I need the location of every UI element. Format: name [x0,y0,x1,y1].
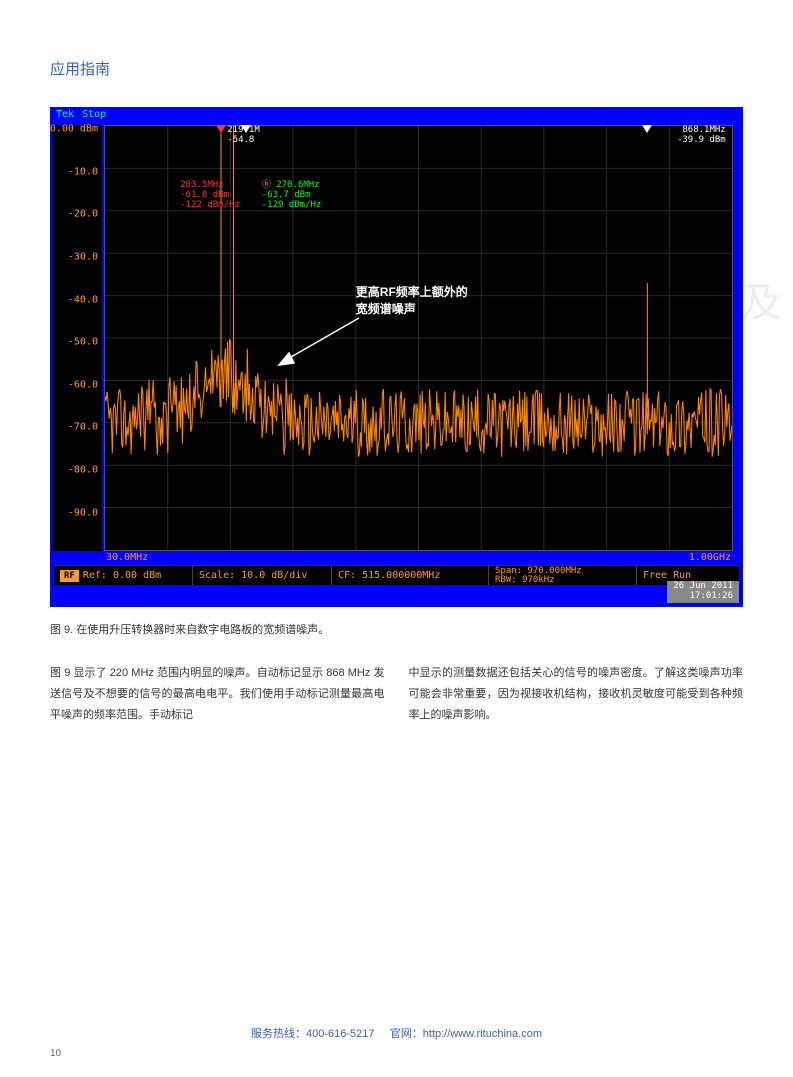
hotline-number: 400-616-5217 [306,1028,375,1040]
tek-label: Tek [56,109,74,120]
body-text: 图 9 显示了 220 MHz 范围内明显的噪声。自动标记显示 868 MHz … [50,663,743,726]
y-tick-7: -70.0 [68,422,98,433]
annotation-arrow [274,313,364,373]
page-header-title: 应用指南 [50,58,743,79]
scope-topbar: Tek Stop [52,109,741,125]
body-col-1: 图 9 显示了 220 MHz 范围内明显的噪声。自动标记显示 868 MHz … [50,663,385,726]
info-scale: Scale: 10.0 dB/div [193,566,332,585]
page-footer: 服务热线：400-616-5217 官网：http://www.rituchin… [0,1025,793,1041]
scope-timestamp: 26 Jun 201117:01:26 [667,581,739,603]
marker-r-triangle [216,125,226,133]
info-cf: CF: 515.000000MHz [332,566,489,585]
hotline-label: 服务热线： [251,1028,306,1040]
marker-right-text: 868.1MHz-39.9 dBm [677,126,726,146]
figure-caption: 图 9. 在使用升压转换器时来自数字电路板的宽频谱噪声。 [50,621,743,637]
marker-a-text: 203.5MHz -61.8 dBm -122 dBm/Hz [180,181,240,211]
y-tick-3: -30.0 [68,252,98,263]
watermark: 及 [741,270,781,328]
oscilloscope-screenshot: Tek Stop 0.00 dBm -10.0 -20.0 -30.0 -40.… [50,107,743,607]
stop-label: Stop [82,109,106,120]
y-tick-6: -60.0 [68,379,98,390]
info-ref: RF Ref: 0.00 dBm [54,566,193,585]
y-tick-4: -40.0 [68,294,98,305]
y-axis: 0.00 dBm -10.0 -20.0 -30.0 -40.0 -50.0 -… [52,125,102,551]
annotation-text: 更高RF频率上额外的 宽频谱噪声 [356,283,468,317]
marker-b-text: ⓑ 270.6MHz -63.7 dBm -129 dBm/Hz [262,181,322,211]
x-min-label: 30.0MHz [106,552,148,563]
web-label: 官网： [390,1028,423,1040]
page-number: 10 [50,1048,61,1059]
spectrum-plot: 219.1M-54.8 868.1MHz-39.9 dBm 203.5MHz -… [104,125,733,551]
marker-right-triangle [642,125,652,133]
rf-badge: RF [60,570,79,582]
y-tick-2: -20.0 [68,209,98,220]
marker-w-triangle [241,125,251,133]
scope-info-bar: RF Ref: 0.00 dBm Scale: 10.0 dB/div CF: … [54,565,739,585]
y-tick-9: -90.0 [68,507,98,518]
y-tick-1: -10.0 [68,166,98,177]
x-max-label: 1.00GHz [689,552,731,563]
web-url: http://www.rituchina.com [423,1028,542,1040]
info-span-rbw: Span: 970.000MHz RBW: 970kHz [489,566,637,585]
y-tick-8: -80.0 [68,465,98,476]
y-tick-0: 0.00 dBm [50,124,98,135]
y-tick-5: -50.0 [68,337,98,348]
body-col-2: 中显示的测量数据还包括关心的信号的噪声密度。了解这类噪声功率可能会非常重要，因为… [409,663,744,726]
